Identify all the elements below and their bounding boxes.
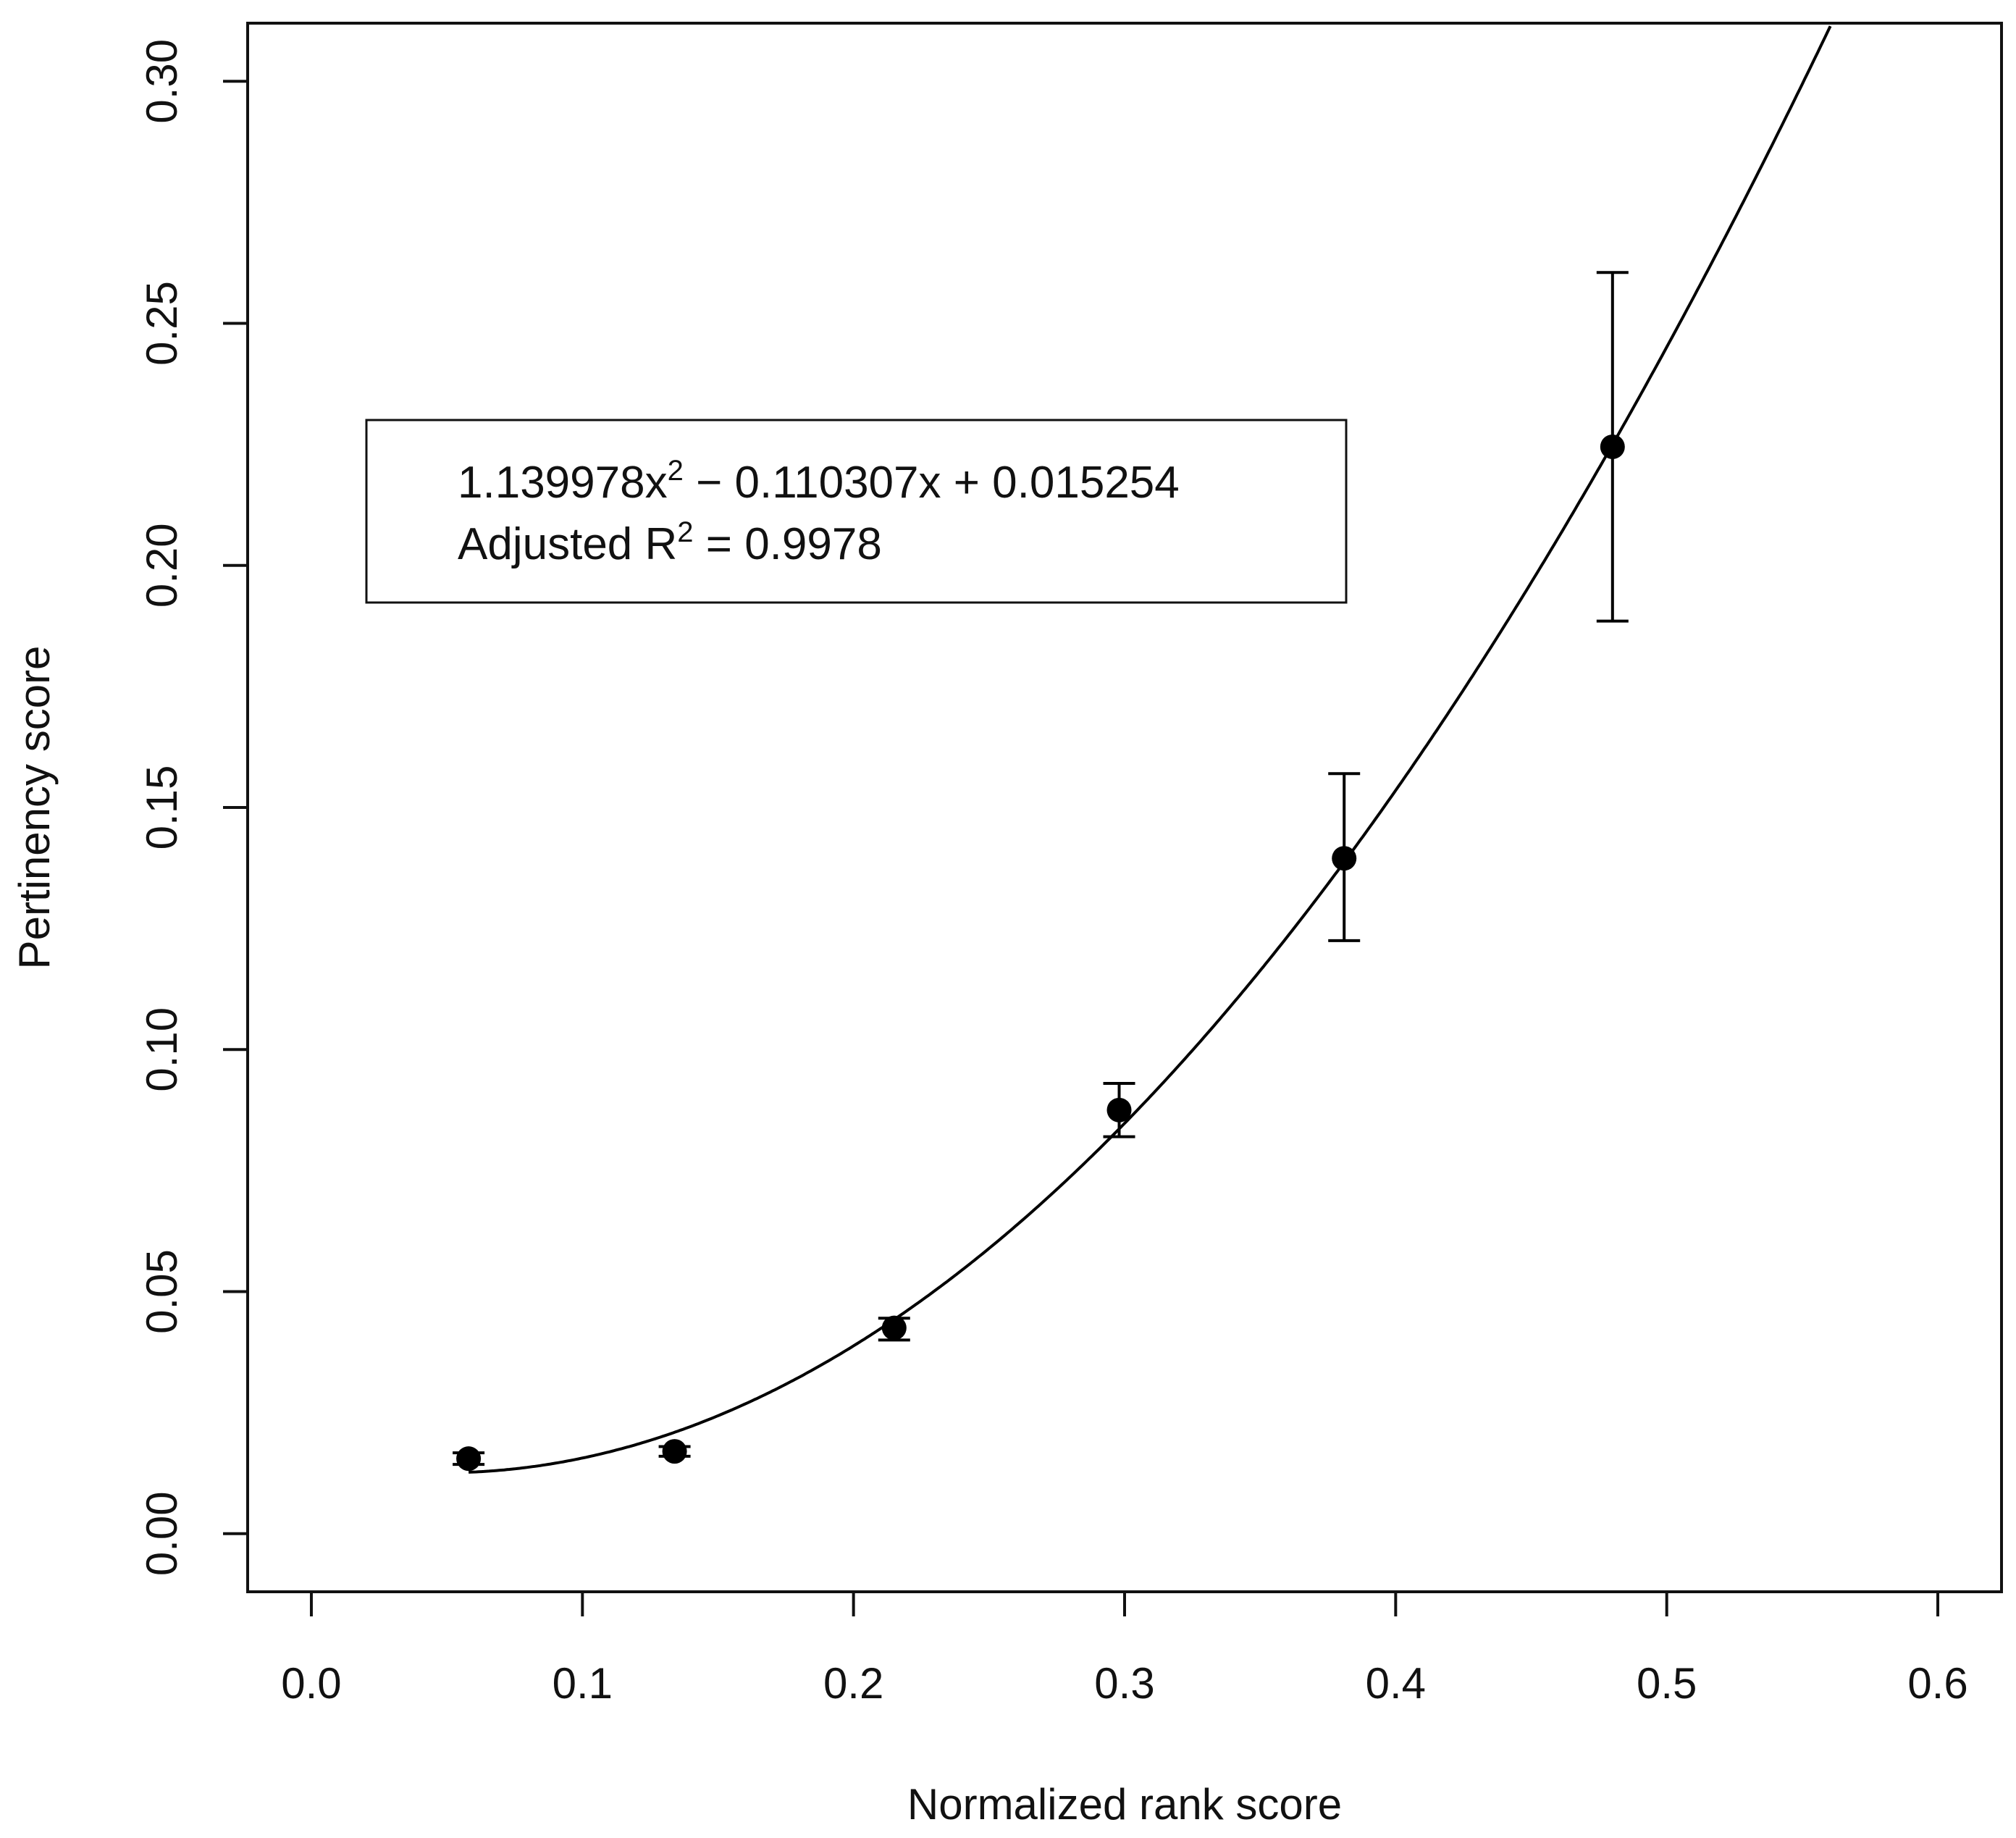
- y-tick-label: 0.20: [138, 523, 186, 608]
- y-tick-label: 0.00: [138, 1491, 186, 1576]
- data-point: [881, 1315, 907, 1340]
- fit-curve: [469, 25, 1832, 1474]
- data-point: [1106, 1097, 1132, 1122]
- x-tick-label: 0.2: [823, 1659, 883, 1708]
- y-tick-label: 0.15: [138, 765, 186, 850]
- x-tick-label: 0.3: [1094, 1659, 1154, 1708]
- x-axis-label: Normalized rank score: [907, 1780, 1342, 1829]
- x-axis: 0.0 0.1 0.2 0.3 0.4 0.5 0.6: [281, 1590, 1968, 1708]
- x-tick-label: 0.1: [553, 1659, 613, 1708]
- data-point: [1600, 434, 1625, 459]
- y-axis-label: Pertinency score: [10, 646, 59, 970]
- data-point: [1332, 846, 1357, 871]
- y-tick-label: 0.25: [138, 281, 186, 366]
- y-tick-label: 0.10: [138, 1007, 186, 1092]
- fit-equation-rest: − 0.110307x + 0.015254: [684, 458, 1180, 508]
- y-tick-label: 0.30: [138, 39, 186, 124]
- x-tick-label: 0.5: [1637, 1659, 1697, 1708]
- plot-frame: [246, 22, 2003, 1593]
- y-tick-label: 0.05: [138, 1249, 186, 1334]
- adjusted-r2-rest: = 0.9978: [694, 519, 882, 569]
- data-points: [456, 434, 1625, 1472]
- y-axis: 0.00 0.05 0.10 0.15 0.20 0.25 0.30: [138, 39, 249, 1576]
- adjusted-r2-main: Adjusted R: [458, 519, 677, 569]
- data-point: [662, 1439, 687, 1464]
- equation-box: [365, 419, 1348, 604]
- x-tick-label: 0.4: [1366, 1659, 1426, 1708]
- fit-equation-superscript: 2: [668, 455, 684, 487]
- data-point: [456, 1446, 482, 1472]
- x-tick-label: 0.0: [281, 1659, 341, 1708]
- x-tick-label: 0.6: [1907, 1659, 1967, 1708]
- fit-equation: 1.139978x2 − 0.110307x + 0.015254: [458, 455, 1180, 508]
- adjusted-r2-label: Adjusted R2 = 0.9978: [458, 516, 882, 569]
- fit-equation-main: 1.139978x: [458, 458, 668, 508]
- adjusted-r2-superscript: 2: [677, 516, 693, 548]
